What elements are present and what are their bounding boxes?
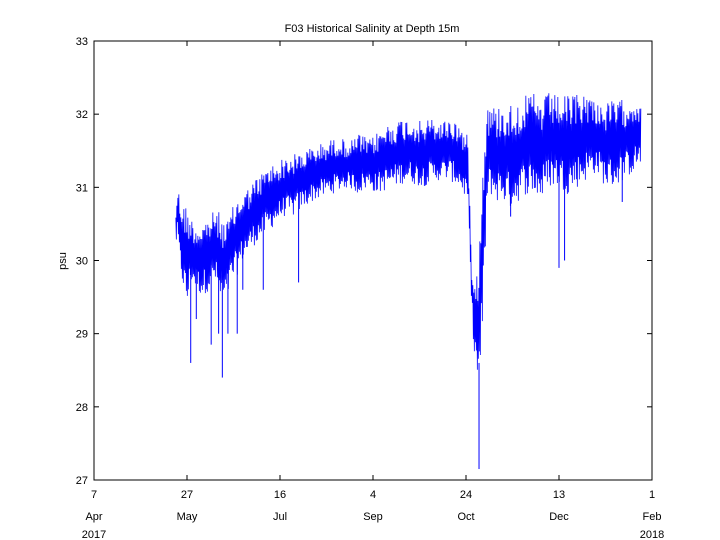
chart-title: F03 Historical Salinity at Depth 15m — [285, 23, 460, 35]
x-tick-month: Dec — [549, 511, 569, 523]
series-layer — [175, 93, 642, 470]
x-tick-day: 1 — [649, 489, 655, 501]
x-tick-day: 7 — [91, 489, 97, 501]
y-tick-label: 31 — [76, 182, 88, 194]
y-tick-label: 29 — [76, 329, 88, 341]
x-tick-month: Oct — [457, 511, 474, 523]
plot-frame — [93, 40, 653, 481]
y-tick-label: 28 — [76, 402, 88, 414]
y-axis-label: psu — [57, 252, 69, 270]
x-tick-month: Sep — [363, 511, 383, 523]
x-tick-month: May — [177, 511, 198, 523]
x-tick-day: 13 — [553, 489, 565, 501]
y-tick-label: 32 — [76, 109, 88, 121]
y-tick-label: 27 — [76, 475, 88, 487]
x-tick-month: Apr — [85, 511, 102, 523]
x-tick-month: Jul — [273, 511, 287, 523]
x-tick-day: 16 — [274, 489, 286, 501]
y-tick-label: 30 — [76, 256, 88, 268]
x-tick-year: 2017 — [82, 529, 106, 540]
x-tick-day: 4 — [370, 489, 376, 501]
x-tick-year: 2018 — [640, 529, 664, 540]
x-tick-day: 27 — [181, 489, 193, 501]
x-tick-day: 24 — [460, 489, 472, 501]
series-line-0 — [175, 93, 642, 370]
y-tick-label: 33 — [76, 36, 88, 48]
axes-layer: 27 28 29 30 31 32 33 7 Apr 2017 27 May 16 Jul 4 Sep 24 Oc… — [76, 36, 664, 540]
x-tick-month: Feb — [643, 511, 662, 523]
